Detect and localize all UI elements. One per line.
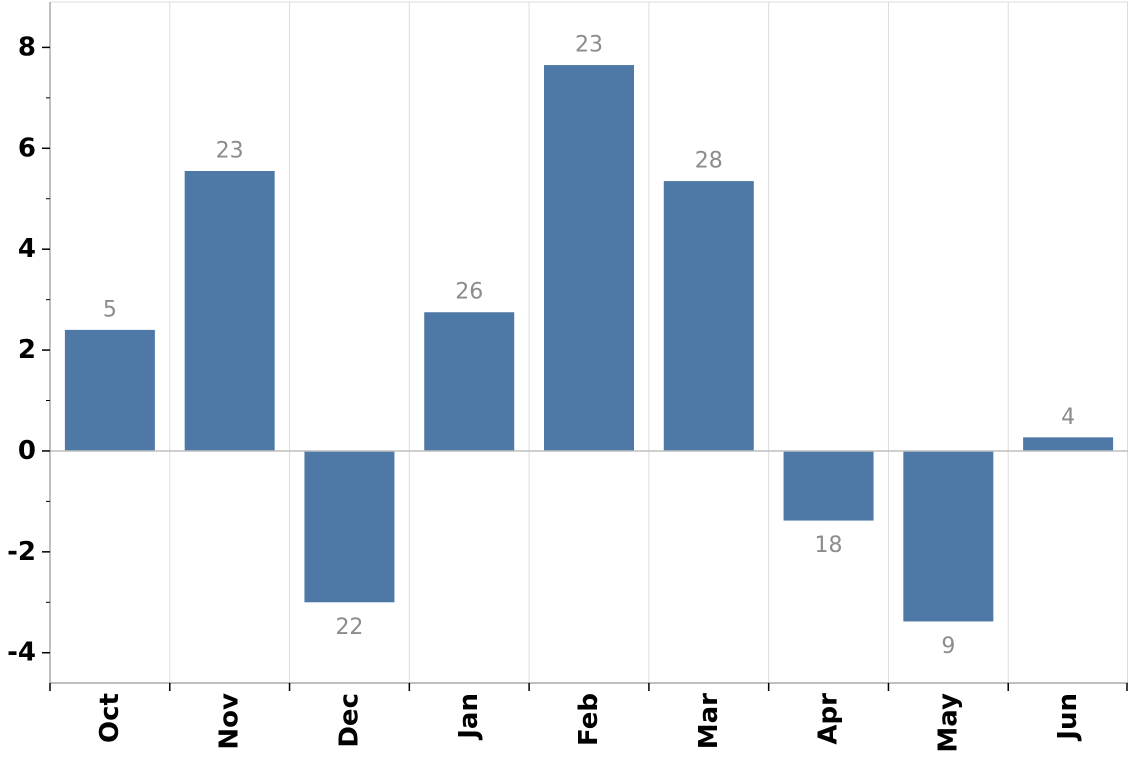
x-tick-label-nov: Nov <box>215 693 245 750</box>
bar-apr <box>783 450 874 521</box>
bar-jun <box>1023 437 1114 451</box>
y-tick-label: 8 <box>18 32 36 62</box>
y-tick-label: 0 <box>18 436 36 466</box>
data-label: 4 <box>1061 405 1075 430</box>
x-tick-label-mar: Mar <box>694 693 724 749</box>
bar-feb <box>544 65 634 451</box>
y-tick-label: 6 <box>18 133 36 163</box>
y-tick-label: -4 <box>7 638 36 668</box>
x-tick-label-feb: Feb <box>574 693 604 746</box>
data-label: 28 <box>695 149 723 174</box>
bar-nov <box>184 170 275 451</box>
data-label: 26 <box>455 280 483 305</box>
data-label: 9 <box>941 634 955 659</box>
y-tick-label: 4 <box>18 234 36 264</box>
data-label: 23 <box>216 138 244 163</box>
x-tick-label-apr: Apr <box>814 693 844 745</box>
data-label: 23 <box>575 33 603 58</box>
bar-oct <box>64 329 155 451</box>
x-tick-label-jan: Jan <box>454 693 484 741</box>
x-tick-label-may: May <box>933 693 963 753</box>
x-tick-label-oct: Oct <box>95 693 125 743</box>
data-label: 5 <box>103 297 117 322</box>
y-tick-label: 2 <box>18 335 36 365</box>
y-tick-label: -2 <box>7 537 36 567</box>
bar-may <box>903 450 994 622</box>
bar-dec <box>304 450 395 603</box>
bar-jan <box>424 312 515 451</box>
data-label: 22 <box>335 615 363 640</box>
x-tick-label-dec: Dec <box>334 693 364 748</box>
data-label: 18 <box>815 533 843 558</box>
bar-mar <box>663 181 754 451</box>
x-tick-label-jun: Jun <box>1053 693 1083 742</box>
